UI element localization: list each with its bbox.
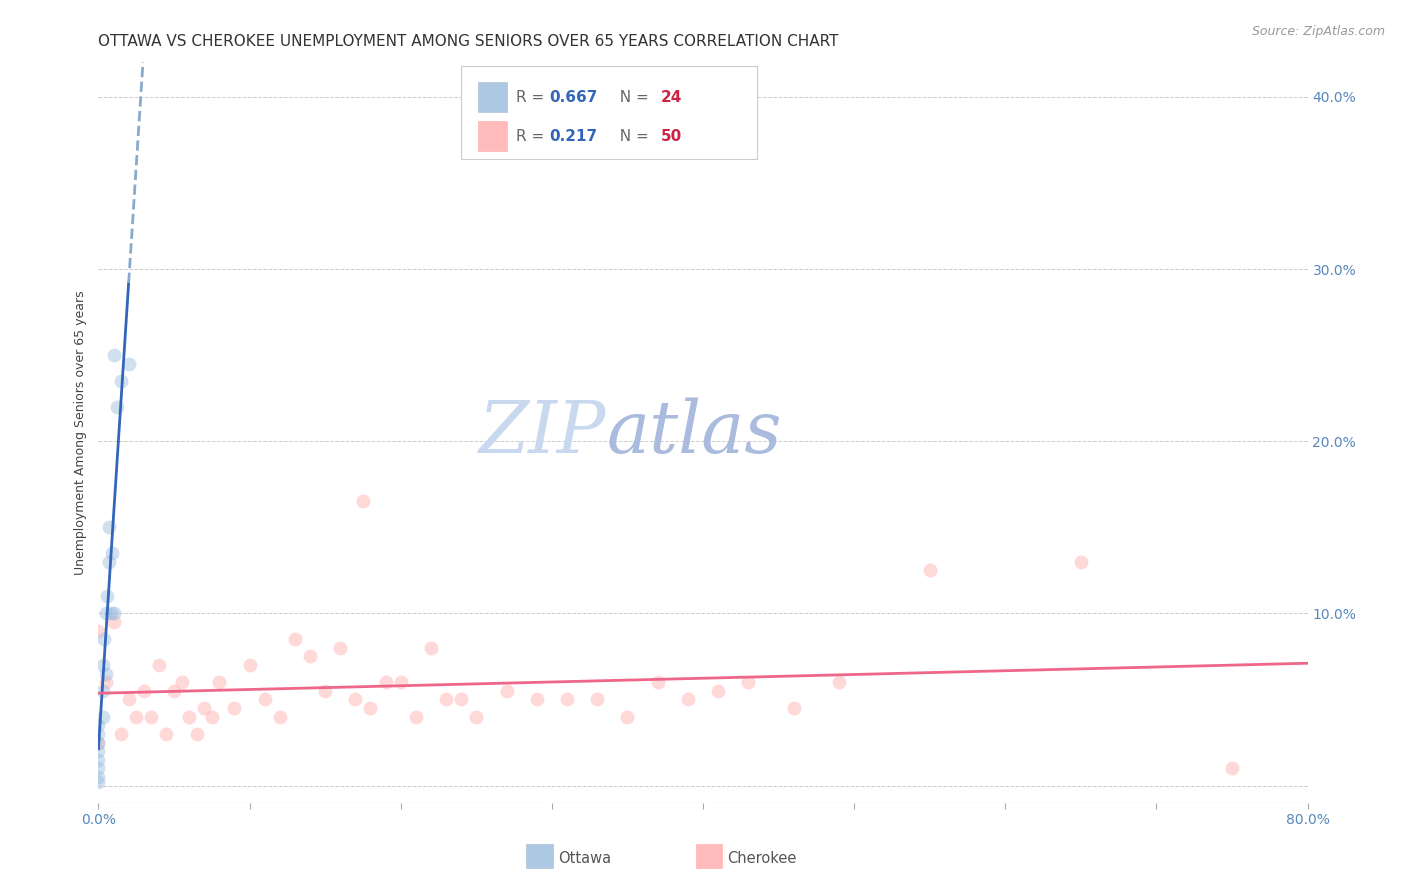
Text: 0.217: 0.217: [550, 128, 598, 144]
Text: Ottawa: Ottawa: [558, 851, 612, 866]
Point: [193, 701, 215, 715]
Point: [616, 709, 638, 723]
Point: [101, 546, 124, 560]
Point: [465, 709, 488, 723]
Point: [98, 555, 121, 569]
Text: 24: 24: [661, 89, 682, 104]
Point: [495, 684, 517, 698]
Point: [344, 692, 367, 706]
Point: [555, 692, 578, 706]
Point: [360, 701, 382, 715]
Point: [201, 709, 224, 723]
Text: Source: ZipAtlas.com: Source: ZipAtlas.com: [1251, 25, 1385, 38]
Point: [103, 607, 125, 621]
Text: OTTAWA VS CHEROKEE UNEMPLOYMENT AMONG SENIORS OVER 65 YEARS CORRELATION CHART: OTTAWA VS CHEROKEE UNEMPLOYMENT AMONG SE…: [98, 34, 839, 49]
Point: [224, 701, 246, 715]
Point: [1070, 555, 1092, 569]
Point: [329, 640, 352, 655]
Point: [918, 563, 941, 577]
Point: [707, 684, 730, 698]
Point: [103, 615, 125, 629]
Point: [98, 520, 121, 534]
Point: [91, 684, 114, 698]
Text: ZIP: ZIP: [479, 397, 606, 468]
Text: R =: R =: [516, 89, 548, 104]
Text: 50: 50: [661, 128, 682, 144]
Point: [737, 675, 759, 690]
Point: [239, 658, 262, 673]
Point: [87, 753, 110, 767]
Text: R =: R =: [516, 128, 548, 144]
Point: [103, 348, 125, 362]
Point: [91, 658, 114, 673]
Text: N =: N =: [610, 128, 654, 144]
Point: [132, 684, 155, 698]
Point: [314, 684, 336, 698]
Point: [405, 709, 427, 723]
Y-axis label: Unemployment Among Seniors over 65 years: Unemployment Among Seniors over 65 years: [73, 290, 87, 575]
Point: [94, 666, 117, 681]
Point: [91, 709, 114, 723]
Point: [284, 632, 307, 647]
Point: [155, 727, 177, 741]
Point: [148, 658, 170, 673]
Point: [125, 709, 148, 723]
Point: [87, 735, 110, 749]
Point: [783, 701, 806, 715]
Point: [208, 675, 231, 690]
Point: [87, 770, 110, 784]
Point: [170, 675, 193, 690]
Point: [110, 374, 132, 388]
Point: [87, 727, 110, 741]
Point: [269, 709, 291, 723]
Point: [96, 589, 118, 603]
Point: [676, 692, 699, 706]
Point: [105, 400, 128, 414]
Point: [647, 675, 669, 690]
Point: [100, 607, 122, 621]
Point: [87, 624, 110, 638]
Point: [110, 727, 132, 741]
Point: [1220, 761, 1243, 775]
Point: [526, 692, 548, 706]
FancyBboxPatch shape: [478, 82, 508, 112]
FancyBboxPatch shape: [526, 844, 553, 868]
Point: [87, 775, 110, 789]
Point: [94, 675, 117, 690]
Point: [87, 744, 110, 758]
Point: [118, 692, 141, 706]
FancyBboxPatch shape: [461, 66, 758, 159]
Point: [434, 692, 457, 706]
Point: [141, 709, 163, 723]
FancyBboxPatch shape: [696, 844, 723, 868]
Text: Cherokee: Cherokee: [727, 851, 797, 866]
Point: [186, 727, 208, 741]
Point: [374, 675, 396, 690]
FancyBboxPatch shape: [478, 121, 508, 151]
Point: [299, 649, 322, 664]
Point: [828, 675, 851, 690]
Point: [420, 640, 443, 655]
Point: [163, 684, 186, 698]
Point: [450, 692, 472, 706]
Point: [586, 692, 609, 706]
Point: [352, 494, 374, 508]
Point: [87, 735, 110, 749]
Point: [118, 357, 141, 371]
Point: [389, 675, 412, 690]
Point: [253, 692, 276, 706]
Point: [93, 632, 115, 647]
Text: atlas: atlas: [606, 397, 782, 468]
Text: 0.667: 0.667: [550, 89, 598, 104]
Point: [87, 761, 110, 775]
Point: [94, 607, 117, 621]
Point: [87, 718, 110, 732]
Point: [179, 709, 201, 723]
Text: N =: N =: [610, 89, 654, 104]
